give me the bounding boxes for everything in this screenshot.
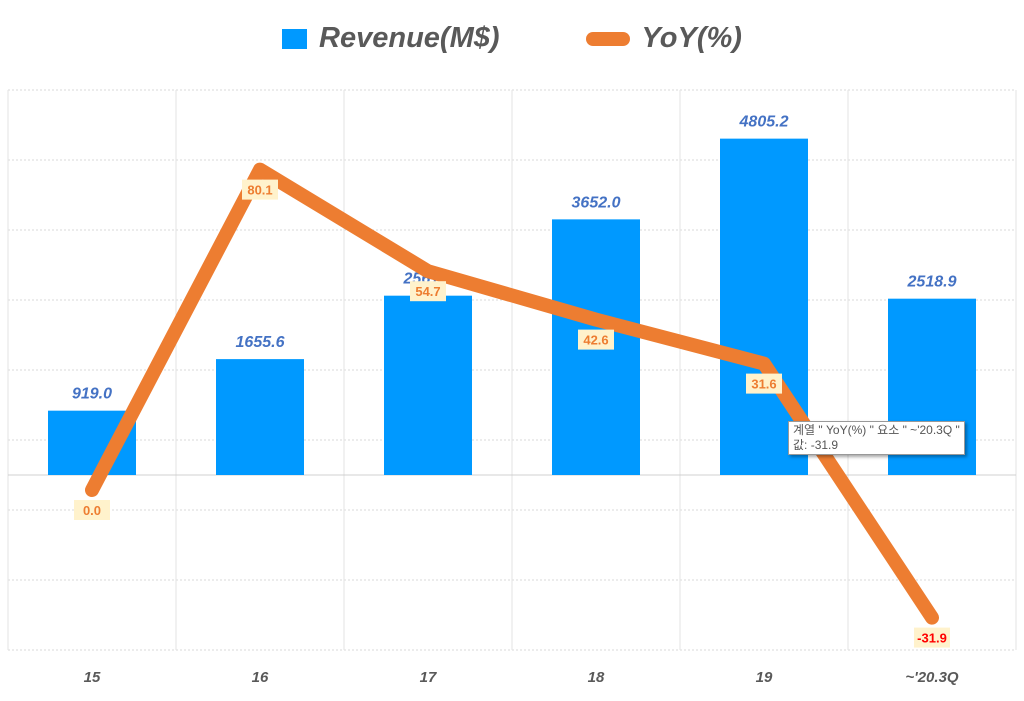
revenue-data-label: 1655.6 [236,334,285,351]
yoy-label-box [242,179,278,200]
yoy-data-label: 31.6 [751,377,776,392]
revenue-data-label: 919.0 [72,386,112,403]
revenue-data-label: 3652.0 [572,194,621,211]
tooltip-value: 값: -31.9 [793,438,839,452]
legend-yoy-label: YoY(%) [641,22,742,54]
x-tick-label: 17 [420,669,437,686]
revenue-data-label: 4805.2 [739,114,789,131]
tooltip-series: 계열 " YoY(%) " 요소 " ~'20.3Q " [793,423,960,437]
revenue-bar [216,359,304,475]
yoy-line [85,162,939,625]
legend-line-swatch [585,31,630,46]
yoy-label-box [746,373,782,394]
legend-bar-swatch [282,28,308,49]
legend-revenue-label: Revenue(M$) [319,22,500,54]
revenue-bar [384,295,472,475]
x-tick-label: 15 [84,669,101,686]
yoy-label-box [578,329,614,350]
x-tick-label: ~'20.3Q [905,669,959,686]
yoy-label-box [74,500,110,520]
yoy-data-label: 80.1 [247,183,272,198]
yoy-label-box [410,281,446,302]
legend: Revenue(M$) YoY(%) [0,22,1024,55]
yoy-data-label: -31.9 [917,631,947,646]
legend-revenue[interactable]: Revenue(M$) [282,22,500,55]
tooltip: 계열 " YoY(%) " 요소 " ~'20.3Q " 값: -31.9 [788,421,965,455]
revenue-data-label: 2518.9 [907,274,957,291]
yoy-data-label: 42.6 [583,333,608,348]
x-tick-label: 19 [756,669,773,686]
yoy-data-label: 0.0 [83,503,101,518]
legend-yoy[interactable]: YoY(%) [585,22,742,55]
yoy-label-box [914,627,950,648]
x-tick-label: 18 [588,669,605,686]
yoy-data-label: 54.7 [415,284,440,299]
x-tick-label: 16 [252,669,269,686]
